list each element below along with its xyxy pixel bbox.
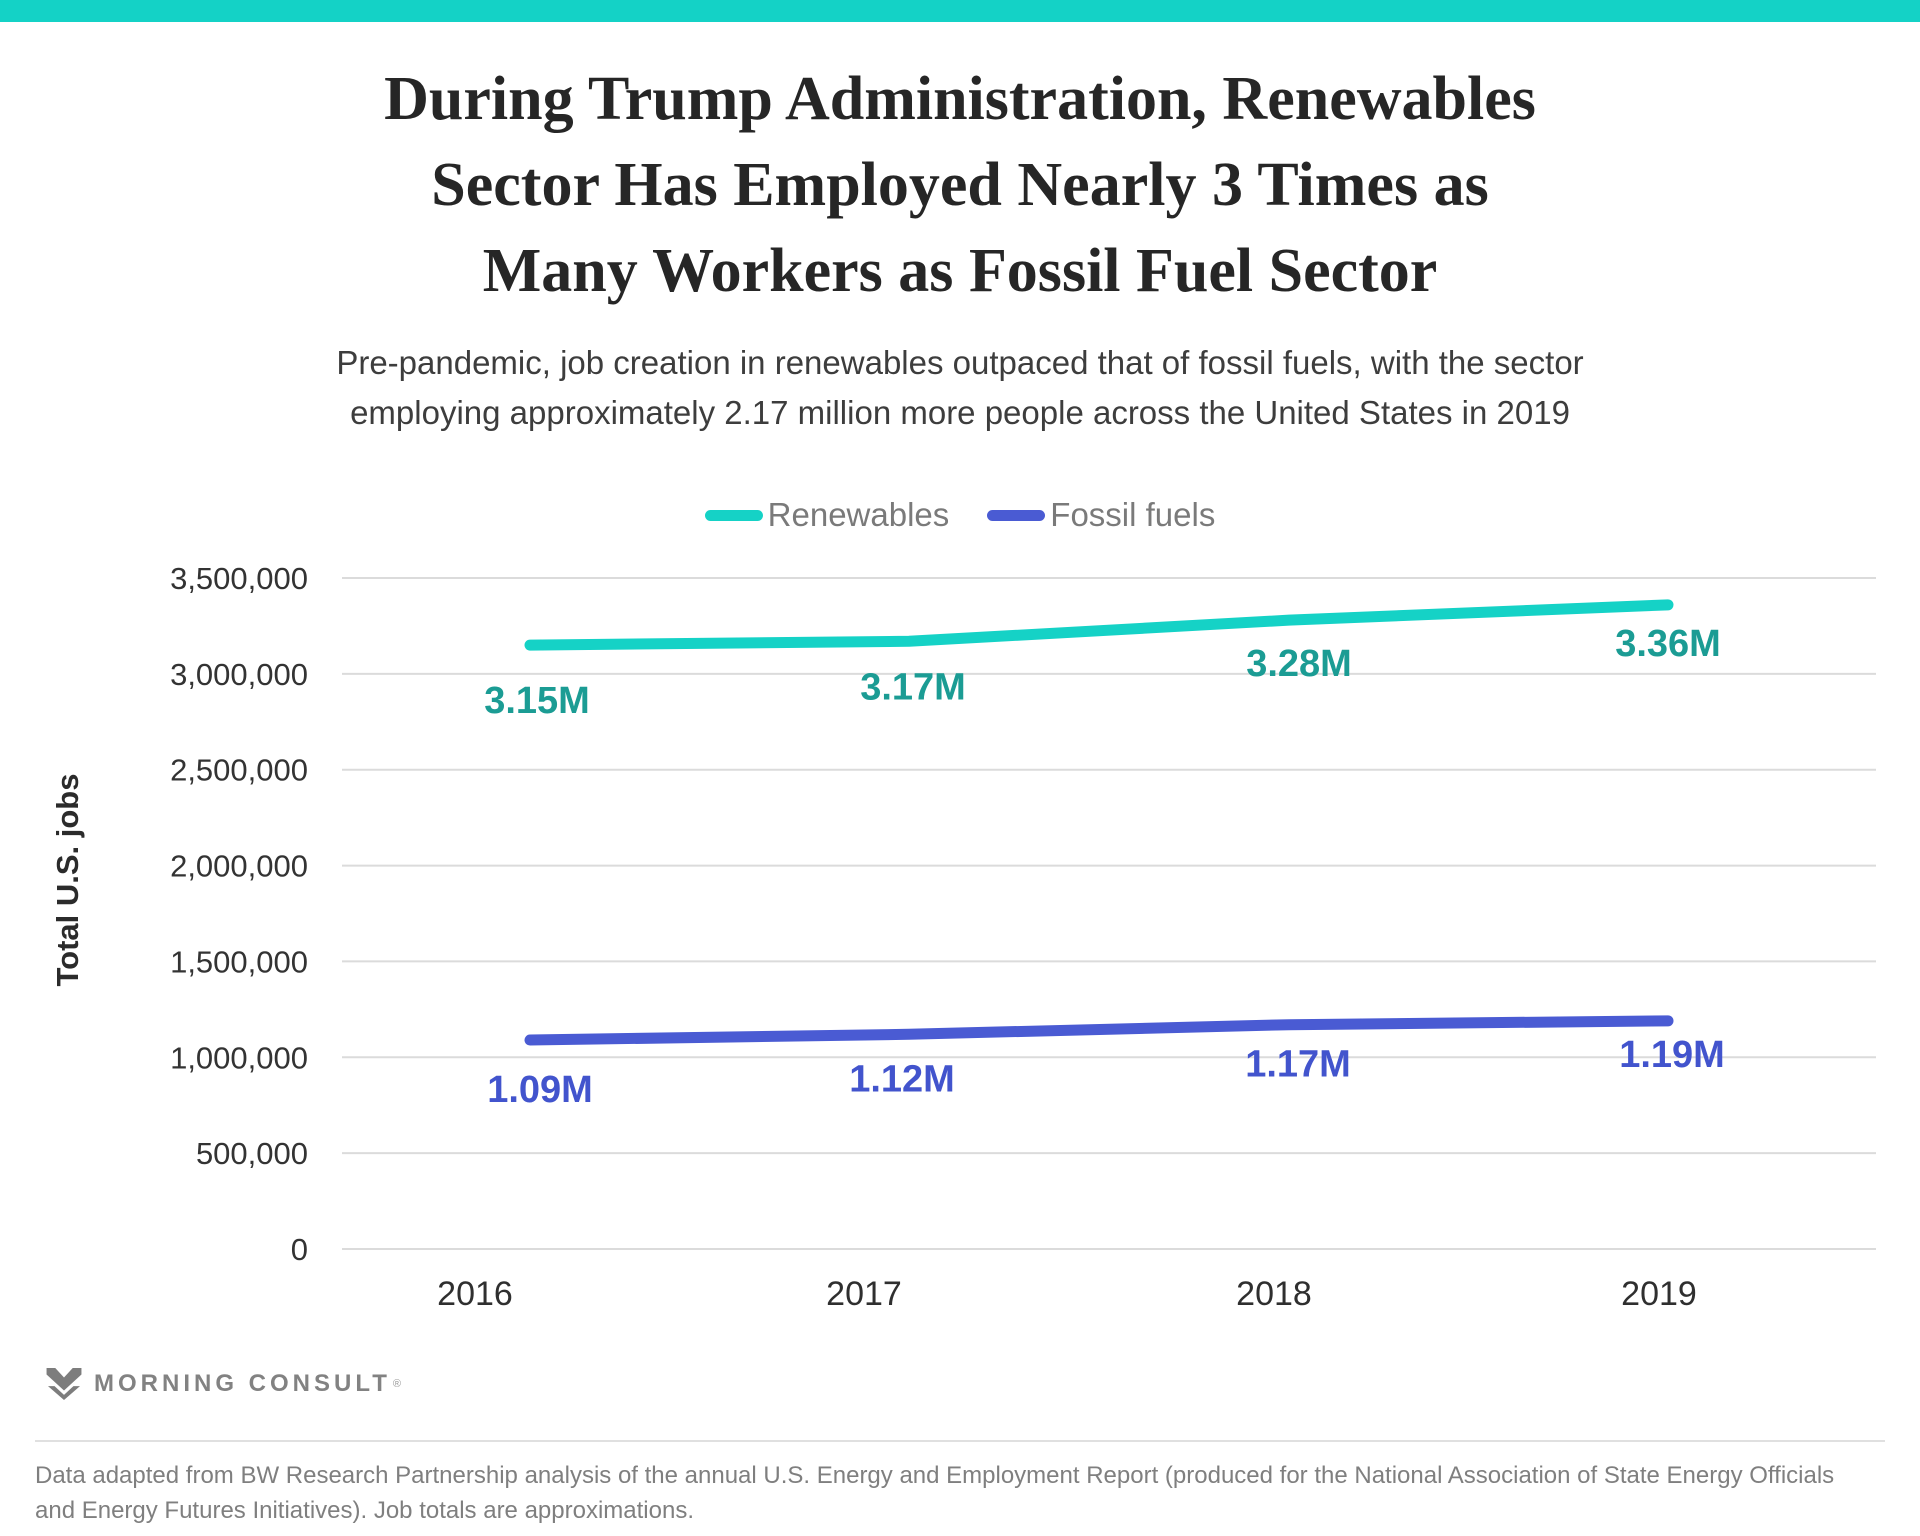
page-subtitle-line-2: employing approximately 2.17 million mor… — [350, 394, 1570, 431]
legend-label-renewables: Renewables — [767, 496, 950, 533]
page-subtitle-line-1: Pre-pandemic, job creation in renewables… — [336, 344, 1584, 381]
data-label-renewables: 3.28M — [1246, 643, 1352, 685]
x-tick-label: 2016 — [437, 1275, 513, 1313]
footer-logo: MORNING CONSULT ® — [46, 1368, 401, 1400]
data-label-fossil-fuels: 1.12M — [849, 1058, 955, 1100]
legend-swatch-fossil-fuels-icon — [987, 509, 1046, 521]
legend-item-fossil-fuels: Fossil fuels — [987, 496, 1215, 534]
y-tick-label: 1,000,000 — [170, 1040, 308, 1075]
chart-legend: Renewables Fossil fuels — [0, 496, 1920, 534]
y-tick-label: 3,500,000 — [170, 561, 308, 596]
y-tick-label: 2,000,000 — [170, 849, 308, 884]
footer-divider — [35, 1440, 1885, 1442]
data-label-fossil-fuels: 1.17M — [1245, 1044, 1351, 1086]
data-label-fossil-fuels: 1.09M — [487, 1069, 593, 1111]
y-tick-label: 0 — [291, 1232, 308, 1267]
legend-swatch-renewables-icon — [704, 509, 763, 521]
y-tick-label: 2,500,000 — [170, 753, 308, 788]
data-label-renewables: 3.17M — [860, 666, 966, 708]
footer-logo-text: MORNING CONSULT — [94, 1370, 391, 1397]
y-tick-label: 1,500,000 — [170, 944, 308, 979]
y-tick-label: 3,000,000 — [170, 657, 308, 692]
page-title: During Trump Administration, Renewables … — [0, 56, 1920, 314]
series-line-renewables — [524, 599, 1674, 651]
registered-mark: ® — [392, 1378, 401, 1390]
x-tick-label: 2019 — [1621, 1275, 1697, 1313]
x-tick-label: 2017 — [826, 1275, 902, 1313]
x-tick-label: 2018 — [1236, 1275, 1312, 1313]
top-accent-bar — [0, 0, 1920, 22]
footer-source-text: Data adapted from BW Research Partnershi… — [35, 1462, 1835, 1524]
page-subtitle: Pre-pandemic, job creation in renewables… — [0, 338, 1920, 438]
y-tick-label: 500,000 — [196, 1136, 308, 1171]
data-label-fossil-fuels: 1.19M — [1619, 1034, 1725, 1076]
data-label-renewables: 3.36M — [1615, 623, 1721, 665]
data-label-renewables: 3.15M — [484, 680, 590, 722]
page-title-line-3: Many Workers as Fossil Fuel Sector — [482, 237, 1438, 305]
y-axis-title: Total U.S. jobs — [50, 774, 85, 987]
page-title-line-1: During Trump Administration, Renewables — [384, 65, 1536, 133]
legend-item-renewables: Renewables — [704, 496, 950, 534]
page-title-line-2: Sector Has Employed Nearly 3 Times as — [431, 151, 1489, 219]
series-line-fossil-fuels — [524, 1015, 1674, 1046]
legend-label-fossil-fuels: Fossil fuels — [1050, 496, 1216, 533]
morning-consult-m-icon — [46, 1368, 82, 1400]
